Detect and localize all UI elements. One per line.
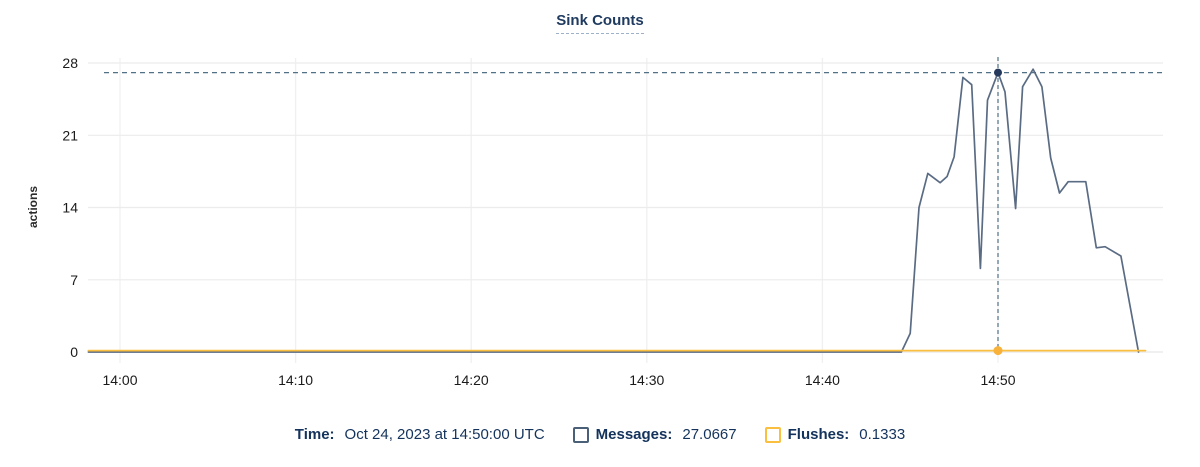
tooltip-flushes-value: 0.1333 [859, 426, 906, 443]
messages-legend-swatch [572, 426, 589, 443]
x-tick-label: 14:20 [454, 372, 489, 388]
x-tick-label: 14:10 [278, 372, 313, 388]
tooltip-time-value: Oct 24, 2023 at 14:50:00 UTC [344, 426, 545, 443]
x-tick-label: 14:00 [102, 372, 137, 388]
x-tick-label: 14:40 [805, 372, 840, 388]
messages-hover-dot [994, 68, 1002, 77]
x-tick-label: 14:30 [629, 372, 664, 388]
tooltip-time-label: Time: [294, 426, 335, 443]
tooltip-flushes-label: Flushes: [787, 426, 850, 443]
chart-title-text[interactable]: Sink Counts [556, 12, 644, 34]
y-tick-label: 14 [62, 200, 78, 216]
messages-line [87, 68, 1140, 353]
y-tick-label: 28 [62, 55, 78, 71]
y-tick-label: 21 [62, 127, 78, 143]
tooltip-time-group: Time: Oct 24, 2023 at 14:50:00 UTC [295, 426, 545, 443]
y-tick-label: 0 [70, 344, 78, 360]
flushes-hover-dot [993, 346, 1003, 356]
y-tick-label: 7 [70, 272, 78, 288]
tooltip-messages-group: Messages: 27.0667 [572, 426, 737, 443]
chart-plot-area[interactable]: 14:00 14:10 14:20 14:30 14:40 14:50 0 7 14 21 28 [0, 0, 1200, 412]
x-tick-label: 14:50 [980, 372, 1015, 388]
tooltip-messages-value: 27.0667 [682, 426, 737, 443]
flushes-legend-swatch [764, 426, 781, 443]
tooltip-flushes-group: Flushes: 0.1333 [764, 426, 906, 443]
tooltip-messages-label: Messages: [595, 426, 673, 443]
chart-title[interactable]: Sink Counts [0, 12, 1200, 34]
hover-tooltip: Time: Oct 24, 2023 at 14:50:00 UTC Messa… [0, 426, 1200, 443]
